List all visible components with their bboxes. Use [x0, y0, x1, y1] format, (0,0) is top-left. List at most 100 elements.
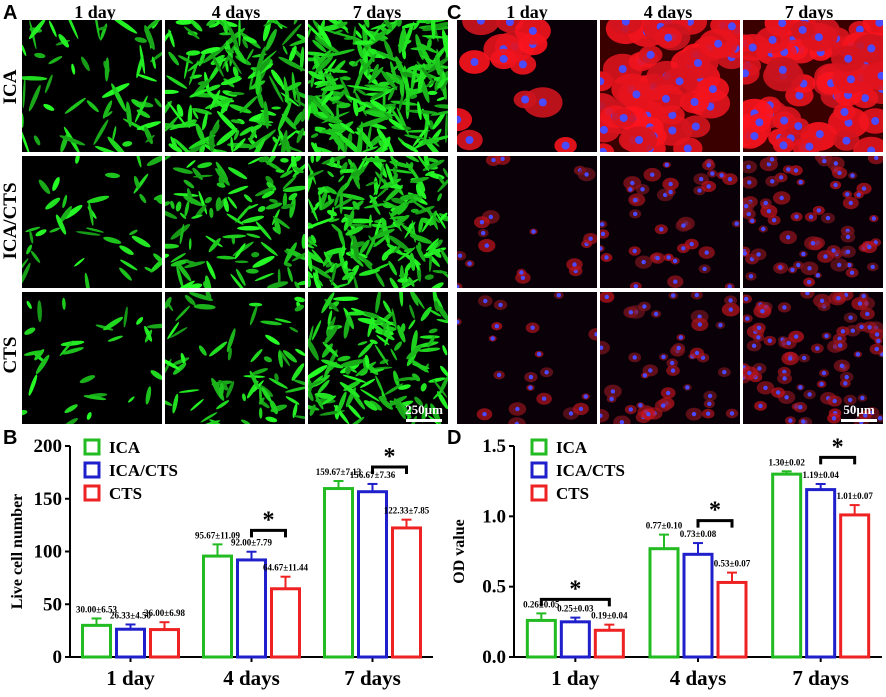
nucleus-mark: [646, 412, 651, 417]
nucleus-mark: [833, 182, 838, 188]
tile-texture: [308, 292, 448, 424]
live-cell-mark: [317, 111, 329, 119]
live-cell-mark: [225, 61, 229, 73]
cytoskeleton-mark: [600, 408, 610, 423]
live-cell-mark: [352, 59, 361, 67]
live-cell-mark: [308, 70, 323, 80]
live-cell-mark: [288, 45, 297, 62]
live-cell-mark: [316, 147, 337, 152]
bar: [81, 623, 112, 659]
live-cell-mark: [93, 119, 109, 145]
live-cell-mark: [215, 167, 230, 186]
live-cell-mark: [371, 63, 379, 80]
live-cell-mark: [347, 416, 365, 424]
live-cell-mark: [200, 46, 221, 55]
live-cell-mark: [375, 292, 381, 314]
live-cell-mark: [426, 157, 439, 163]
nucleus-mark: [798, 405, 803, 410]
bar: [236, 558, 267, 659]
live-cell-mark: [414, 259, 420, 271]
nucleus-mark: [600, 222, 605, 227]
live-cell-mark: [187, 59, 204, 72]
live-cell-mark: [327, 310, 333, 325]
nucleus-mark: [505, 20, 514, 26]
nucleus-mark: [632, 198, 638, 203]
nucleus-mark: [588, 236, 593, 241]
live-cell-mark: [370, 91, 385, 100]
live-cell-mark: [310, 133, 319, 138]
live-cell-mark: [416, 156, 430, 172]
nucleus-mark: [484, 243, 489, 248]
live-cell-mark: [258, 407, 263, 419]
live-cell-mark: [274, 373, 279, 382]
nucleus-mark: [844, 118, 853, 127]
legend-swatch: [530, 438, 548, 456]
live-cell-mark: [343, 260, 348, 269]
live-cell-mark: [216, 255, 236, 260]
live-cell-mark: [111, 83, 127, 112]
nucleus-mark: [824, 333, 829, 339]
live-cell-mark: [337, 391, 347, 414]
live-cell-mark: [316, 278, 324, 287]
live-cell-mark: [311, 249, 325, 265]
live-cell-mark: [165, 398, 173, 406]
panel-letter-a: A: [3, 2, 18, 24]
live-cell-mark: [278, 56, 305, 71]
nucleus-mark: [488, 214, 493, 220]
nucleus-mark: [609, 396, 614, 402]
nucleus-mark: [798, 25, 807, 34]
nucleus-mark: [630, 180, 635, 186]
bar: [323, 487, 354, 659]
nucleus-mark: [707, 401, 712, 406]
live-cell-mark: [257, 206, 266, 212]
cytoskeleton-mark: [462, 20, 500, 36]
live-cell-mark: [24, 327, 36, 335]
nucleus-mark: [782, 376, 787, 381]
live-cell-mark: [364, 354, 370, 369]
nucleus-mark: [648, 368, 653, 373]
tile-texture: [165, 292, 305, 424]
live-cell-mark: [308, 249, 323, 263]
cytoskeleton-mark: [609, 20, 643, 35]
nucleus-mark: [847, 262, 852, 268]
live-cell-mark: [383, 20, 393, 31]
live-cell-mark: [167, 321, 180, 340]
live-cell-mark: [150, 370, 162, 380]
live-cell-mark: [184, 294, 196, 306]
live-cell-mark: [425, 171, 435, 176]
live-cell-mark: [442, 167, 448, 178]
fluorescence-image-tile: [22, 156, 162, 288]
live-cell-mark: [64, 97, 86, 114]
live-cell-mark: [58, 33, 69, 48]
live-cell-mark: [22, 43, 27, 57]
cytoskeleton-mark: [743, 200, 755, 213]
scale-bar-c-label: 50µm: [843, 402, 875, 417]
nucleus-mark: [722, 370, 727, 375]
nucleus-mark: [848, 200, 853, 206]
nucleus-mark: [874, 346, 879, 352]
live-cell-mark: [384, 383, 404, 395]
nucleus-mark: [666, 255, 671, 260]
nucleus-mark: [819, 298, 825, 303]
live-cell-mark: [339, 134, 363, 152]
live-cell-mark: [291, 250, 305, 262]
live-cell-mark: [134, 37, 147, 43]
nucleus-mark: [718, 323, 723, 328]
live-cell-mark: [22, 258, 29, 275]
nucleus-mark: [727, 177, 733, 182]
live-cell-mark: [165, 243, 179, 249]
live-cell-mark: [216, 128, 238, 146]
nucleus-mark: [857, 301, 863, 306]
live-cell-mark: [315, 95, 335, 117]
live-cell-mark: [261, 190, 275, 199]
nucleus-mark: [668, 181, 673, 187]
live-cell-mark: [442, 345, 448, 356]
live-cell-mark: [373, 263, 390, 271]
nucleus-mark: [793, 168, 799, 173]
live-cell-mark: [374, 344, 389, 366]
live-cell-mark: [111, 20, 138, 34]
scale-bar-a-line: [406, 419, 442, 422]
nucleus-mark: [538, 98, 547, 107]
live-cell-mark: [370, 366, 393, 370]
nucleus-mark: [798, 385, 803, 390]
